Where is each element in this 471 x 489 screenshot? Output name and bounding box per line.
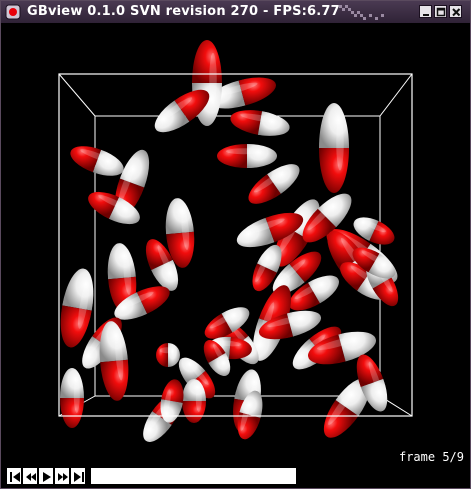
ellipsoid-molecule xyxy=(148,81,216,141)
close-button[interactable] xyxy=(449,5,462,18)
frame-slider[interactable] xyxy=(91,468,296,484)
step-back-button[interactable] xyxy=(23,468,37,484)
ellipsoid-molecule xyxy=(182,379,206,423)
ellipsoid-molecule xyxy=(295,186,359,250)
ellipsoid-molecule xyxy=(242,156,306,212)
app-icon[interactable] xyxy=(5,4,21,20)
maximize-button[interactable] xyxy=(434,5,447,18)
ellipsoid-molecule xyxy=(156,343,180,367)
ellipsoid-layer xyxy=(55,40,406,448)
minimize-icon xyxy=(423,14,429,16)
step-forward-button[interactable] xyxy=(55,468,69,484)
step-forward-icon xyxy=(58,473,68,481)
playback-controls xyxy=(2,465,470,488)
skip-end-button[interactable] xyxy=(71,468,85,484)
ellipsoid-molecule xyxy=(105,241,139,315)
close-icon xyxy=(452,8,461,17)
molecule-viewport[interactable] xyxy=(2,23,470,463)
scene-canvas[interactable] xyxy=(2,23,470,463)
step-back-icon xyxy=(26,473,36,481)
ellipsoid-molecule xyxy=(217,144,277,168)
skip-start-button[interactable] xyxy=(7,468,21,484)
ellipsoid-molecule xyxy=(319,103,349,193)
ellipsoid-molecule xyxy=(192,40,222,126)
title-bar[interactable]: GBview 0.1.0 SVN revision 270 - FPS:6.77 xyxy=(1,1,470,23)
ellipsoid-molecule xyxy=(60,368,84,428)
ellipsoid-molecule xyxy=(172,351,222,405)
ellipsoid-molecule xyxy=(283,268,345,318)
frame-counter: frame 5/9 xyxy=(398,450,464,464)
skip-end-icon xyxy=(74,472,84,482)
ellipsoid-molecule xyxy=(66,140,128,182)
skip-start-icon xyxy=(10,472,20,482)
titlebar-decoration xyxy=(339,5,384,20)
maximize-icon xyxy=(436,7,446,17)
ellipsoid-molecule xyxy=(96,319,132,403)
minimize-button[interactable] xyxy=(419,5,432,18)
play-button[interactable] xyxy=(39,468,53,484)
box-front xyxy=(58,73,413,417)
ellipsoid-molecule xyxy=(228,105,292,141)
play-icon xyxy=(43,472,51,482)
window-title: GBview 0.1.0 SVN revision 270 - FPS:6.77 xyxy=(27,4,340,19)
ellipsoid-molecule xyxy=(157,377,187,425)
ellipsoid-molecule xyxy=(163,196,197,270)
